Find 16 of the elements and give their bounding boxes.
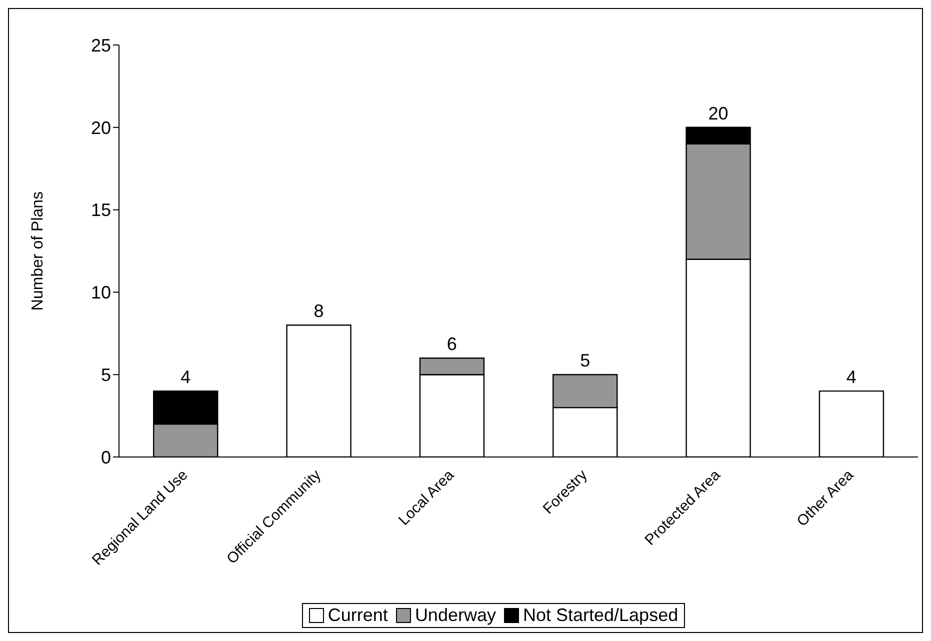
total-label: 4: [180, 367, 191, 388]
y-tick-label: 15: [90, 200, 111, 220]
total-label: 8: [314, 301, 324, 322]
y-tick-label: 0: [100, 447, 111, 468]
total-label: 6: [446, 334, 457, 354]
y-axis-title: Number of Plans: [30, 191, 47, 311]
total-label: 20: [708, 103, 728, 124]
y-tick-label: 10: [90, 282, 111, 303]
legend-label: Underway: [414, 605, 496, 626]
total-label: 5: [580, 350, 590, 371]
legend-label: Current: [326, 605, 388, 626]
y-tick-label: 20: [90, 118, 111, 138]
y-tick-label: 5: [100, 364, 111, 385]
total-label: 4: [846, 367, 856, 388]
y-tick-label: 25: [90, 35, 111, 56]
legend-label: Not Started/Lapsed: [522, 605, 678, 626]
